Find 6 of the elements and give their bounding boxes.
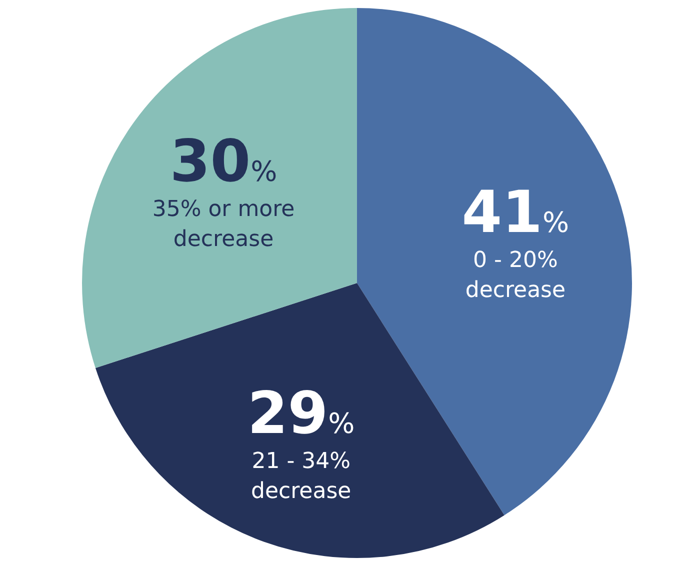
slice-label: 0 - 20% decrease	[465, 248, 566, 303]
data-label: 30%	[170, 127, 278, 196]
data-label: 41%	[462, 178, 570, 246]
slice-label: 35% or more decrease	[152, 197, 295, 252]
data-label: 29%	[247, 379, 355, 448]
slice-label: 21 - 34% decrease	[251, 449, 352, 504]
